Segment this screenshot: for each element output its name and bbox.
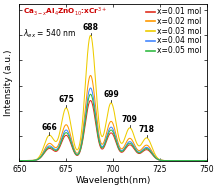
x=0.05 mol — [39, 156, 42, 158]
x=0.02 mol — [181, 160, 184, 162]
X-axis label: Wavelength(nm): Wavelength(nm) — [75, 176, 151, 185]
x=0.01 mol — [51, 148, 53, 150]
Text: 675: 675 — [58, 95, 74, 104]
Text: 699: 699 — [103, 90, 119, 99]
Line: x=0.05 mol: x=0.05 mol — [19, 94, 206, 161]
x=0.03 mol — [39, 153, 42, 155]
x=0.05 mol — [181, 160, 184, 162]
x=0.05 mol — [18, 160, 21, 162]
x=0.04 mol — [202, 160, 204, 162]
x=0.04 mol — [90, 88, 92, 90]
x=0.03 mol — [205, 160, 208, 162]
x=0.03 mol — [90, 35, 92, 38]
x=0.02 mol — [98, 136, 101, 138]
Line: x=0.01 mol: x=0.01 mol — [19, 101, 206, 161]
x=0.05 mol — [90, 94, 92, 96]
x=0.05 mol — [202, 160, 204, 162]
x=0.04 mol — [39, 156, 42, 158]
x=0.01 mol — [181, 160, 184, 162]
x=0.04 mol — [18, 160, 21, 162]
x=0.05 mol — [205, 160, 208, 162]
x=0.02 mol — [39, 155, 42, 157]
Line: x=0.02 mol: x=0.02 mol — [19, 75, 206, 161]
x=0.01 mol — [39, 156, 42, 159]
Legend: x=0.01 mol, x=0.02 mol, x=0.03 mol, x=0.04 mol, x=0.05 mol: x=0.01 mol, x=0.02 mol, x=0.03 mol, x=0.… — [145, 6, 203, 56]
x=0.02 mol — [205, 160, 208, 162]
Y-axis label: Intensity (a.u.): Intensity (a.u.) — [4, 49, 13, 116]
x=0.03 mol — [18, 160, 21, 162]
Text: Ca$_{3-x}$Al$_4$ZnO$_{10}$:xCr$^{3+}$: Ca$_{3-x}$Al$_4$ZnO$_{10}$:xCr$^{3+}$ — [23, 6, 107, 18]
x=0.04 mol — [89, 87, 92, 89]
Text: 666: 666 — [41, 123, 57, 132]
x=0.03 mol — [202, 160, 204, 162]
Text: 688: 688 — [83, 23, 99, 32]
x=0.05 mol — [98, 141, 101, 143]
Text: 718: 718 — [139, 125, 155, 134]
x=0.03 mol — [181, 160, 184, 162]
Line: x=0.04 mol: x=0.04 mol — [19, 88, 206, 161]
x=0.02 mol — [89, 74, 92, 77]
Text: $\lambda_{ex}$ = 540 nm: $\lambda_{ex}$ = 540 nm — [23, 28, 77, 40]
x=0.04 mol — [98, 139, 101, 141]
x=0.05 mol — [51, 147, 53, 149]
x=0.01 mol — [89, 99, 92, 102]
x=0.02 mol — [202, 160, 204, 162]
Text: 709: 709 — [122, 115, 138, 124]
x=0.02 mol — [90, 75, 92, 77]
x=0.03 mol — [51, 136, 53, 138]
x=0.04 mol — [181, 160, 184, 162]
x=0.02 mol — [51, 143, 53, 146]
x=0.01 mol — [90, 100, 92, 102]
x=0.03 mol — [89, 34, 92, 36]
x=0.01 mol — [18, 160, 21, 162]
x=0.02 mol — [18, 160, 21, 162]
x=0.04 mol — [51, 146, 53, 148]
x=0.01 mol — [98, 143, 101, 145]
Line: x=0.03 mol: x=0.03 mol — [19, 35, 206, 161]
x=0.01 mol — [202, 160, 204, 162]
x=0.04 mol — [205, 160, 208, 162]
x=0.01 mol — [205, 160, 208, 162]
x=0.05 mol — [89, 93, 92, 95]
x=0.03 mol — [98, 125, 101, 127]
